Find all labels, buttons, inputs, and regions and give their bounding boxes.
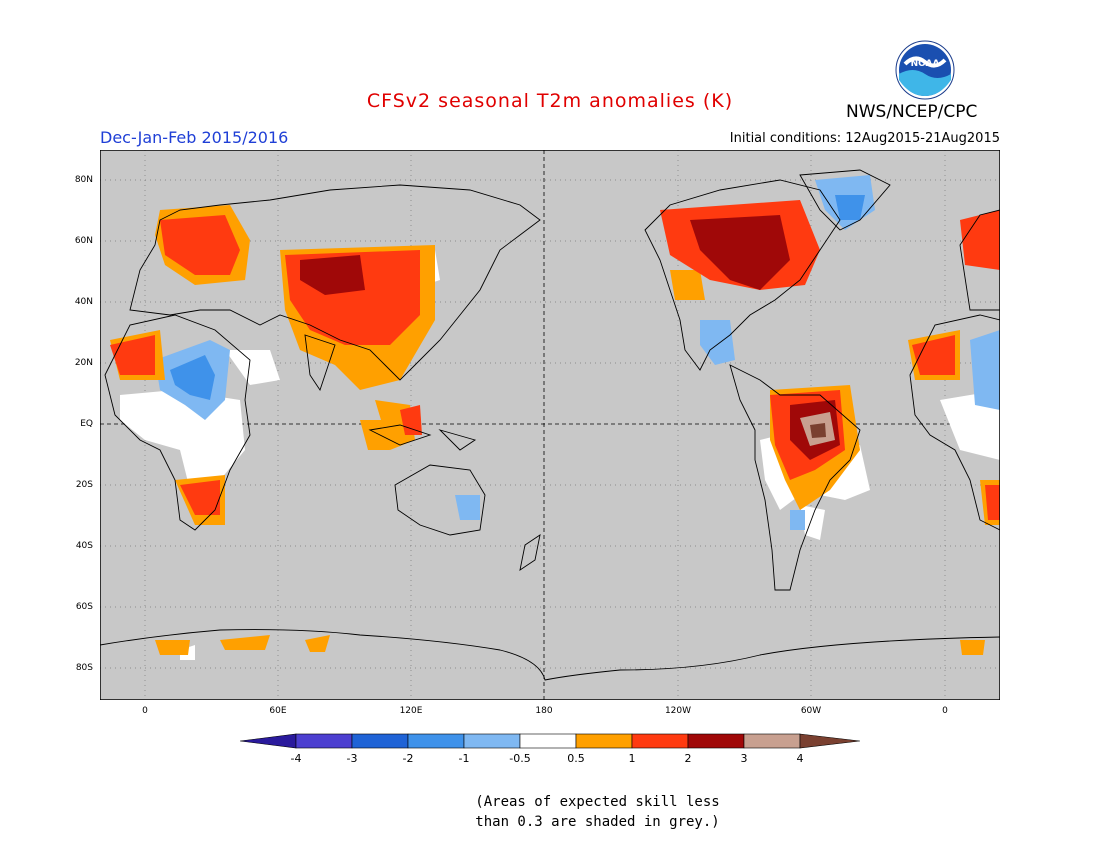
coastlines bbox=[100, 169, 1000, 681]
skill-note-line-1: (Areas of expected skill less bbox=[475, 794, 720, 810]
colorbar bbox=[240, 733, 860, 749]
lon-tick-120w: 120W bbox=[664, 706, 692, 716]
logo-text: NOAA bbox=[911, 59, 940, 69]
colorbar-box bbox=[295, 733, 353, 749]
warm-3-patches bbox=[300, 215, 840, 460]
colorbar-box bbox=[407, 733, 465, 749]
lat-tick-60n: 60N bbox=[74, 236, 93, 246]
lat-tick-80n: 80N bbox=[74, 175, 93, 185]
lon-tick-60w: 60W bbox=[800, 706, 822, 716]
colorbar-label-m05: -0.5 bbox=[509, 752, 531, 765]
lat-tick-eq: EQ bbox=[80, 419, 93, 429]
lon-tick-0-right: 0 bbox=[942, 706, 948, 716]
colorbar-box bbox=[575, 733, 633, 749]
warm-max-patch bbox=[810, 423, 826, 438]
lon-tick-0-left: 0 bbox=[142, 706, 148, 716]
colorbar-box bbox=[463, 733, 521, 749]
lat-tick-80s: 80S bbox=[75, 663, 93, 673]
colorbar-label-p1: 1 bbox=[628, 752, 636, 765]
initial-conditions-label: Initial conditions: 12Aug2015-21Aug2015 bbox=[729, 131, 1000, 146]
lon-tick-120e: 120E bbox=[399, 706, 423, 716]
lat-tick-40s: 40S bbox=[75, 541, 93, 551]
anomaly-map bbox=[100, 150, 1000, 700]
colorbar-label-m3: -3 bbox=[346, 752, 358, 765]
season-label: Dec-Jan-Feb 2015/2016 bbox=[100, 128, 289, 147]
colorbar-box bbox=[743, 733, 801, 749]
noaa-logo-icon: NOAA bbox=[895, 40, 955, 100]
lat-tick-40n: 40N bbox=[74, 297, 93, 307]
colorbar-box bbox=[631, 733, 689, 749]
skill-note-line-2: than 0.3 are shaded in grey.) bbox=[475, 814, 720, 830]
colorbar-lower-arrow bbox=[240, 733, 297, 749]
lat-tick-60s: 60S bbox=[75, 602, 93, 612]
colorbar-label-m2: -2 bbox=[402, 752, 414, 765]
map-title: CFSv2 seasonal T2m anomalies (K) bbox=[366, 90, 734, 112]
colorbar-box bbox=[351, 733, 409, 749]
agency-label: NWS/NCEP/CPC bbox=[846, 102, 978, 122]
lon-tick-60e: 60E bbox=[269, 706, 287, 716]
lat-tick-20n: 20N bbox=[74, 358, 93, 368]
lon-tick-180: 180 bbox=[535, 706, 553, 716]
colorbar-label-p3: 3 bbox=[740, 752, 748, 765]
colorbar-box bbox=[519, 733, 577, 749]
colorbar-box bbox=[687, 733, 745, 749]
colorbar-label-p2: 2 bbox=[684, 752, 692, 765]
colorbar-label-m4: -4 bbox=[290, 752, 302, 765]
colorbar-label-p05: 0.5 bbox=[567, 752, 585, 765]
colorbar-label-m1: -1 bbox=[458, 752, 470, 765]
skill-note: (Areas of expected skill less than 0.3 a… bbox=[0, 792, 1100, 832]
colorbar-upper-arrow bbox=[799, 733, 860, 749]
lat-tick-20s: 20S bbox=[75, 480, 93, 490]
colorbar-label-p4: 4 bbox=[796, 752, 804, 765]
cool-patches bbox=[155, 175, 1000, 530]
